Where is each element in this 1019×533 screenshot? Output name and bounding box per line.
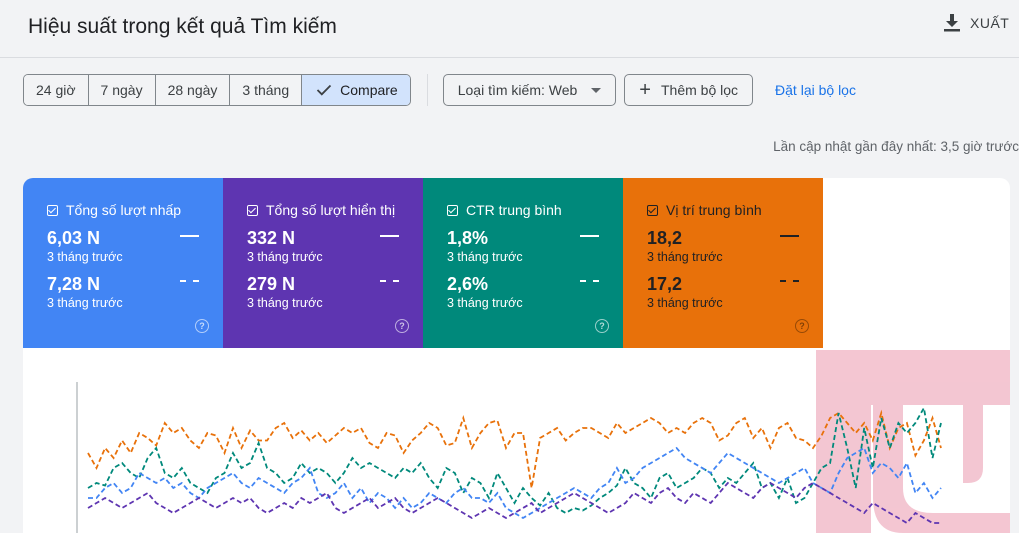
help-icon[interactable]: ? [795, 319, 809, 333]
help-icon[interactable]: ? [595, 319, 609, 333]
checkbox-icon[interactable] [47, 204, 58, 216]
metric-tiles: Tổng số lượt nhấp 6,03 N 3 tháng trước 7… [23, 178, 823, 348]
checkmark-icon [317, 84, 332, 96]
checkbox-icon[interactable] [447, 204, 458, 216]
search-type-label: Loại tìm kiếm: Web [457, 82, 578, 98]
metric-title-label: Tổng số lượt nhấp [66, 202, 182, 218]
compare-button[interactable]: Compare [302, 75, 410, 105]
metric-period: 3 tháng trước [447, 250, 523, 264]
metric-value: 18,2 [647, 228, 683, 248]
metric-tile-impressions[interactable]: Tổng số lượt hiển thị 332 N 3 tháng trướ… [223, 178, 423, 348]
reset-filters-link[interactable]: Đặt lại bộ lọc [775, 82, 856, 98]
add-filter-label: Thêm bộ lọc [660, 82, 739, 98]
metric-title-position: Vị trí trung bình [647, 202, 762, 218]
dashed-line-legend-icon [180, 280, 199, 282]
download-icon [944, 14, 960, 32]
help-icon[interactable]: ? [395, 319, 409, 333]
metric-value: 332 N [247, 228, 296, 248]
header: Hiệu suất trong kết quả Tìm kiếm XUẤT [0, 0, 1019, 58]
plus-icon: + [639, 79, 651, 101]
metric-title-label: Tổng số lượt hiển thị [266, 202, 396, 218]
metric-period: 3 tháng trước [47, 250, 123, 264]
metric-tile-position[interactable]: Vị trí trung bình 18,2 3 tháng trước 17,… [623, 178, 823, 348]
dashed-line-legend-icon [780, 280, 799, 282]
range-7d-button[interactable]: 7 ngày [88, 75, 156, 105]
checkbox-icon[interactable] [647, 204, 658, 216]
metric-value: 1,8% [447, 228, 489, 248]
dashed-line-legend-icon [380, 280, 399, 282]
last-updated-text: Lần cập nhật gần đây nhất: 3,5 giờ trước [773, 139, 1019, 154]
export-label: XUẤT [970, 15, 1010, 31]
metric-tile-clicks[interactable]: Tổng số lượt nhấp 6,03 N 3 tháng trước 7… [23, 178, 223, 348]
metric-title-impressions: Tổng số lượt hiển thị [247, 202, 395, 218]
dropdown-caret-icon [591, 87, 602, 93]
metric-title-ctr: CTR trung bình [447, 202, 562, 218]
checkbox-icon[interactable] [247, 204, 258, 216]
metric-compare-value: 7,28 N [47, 274, 101, 294]
range-28d-button[interactable]: 28 ngày [155, 75, 231, 105]
metric-title-clicks: Tổng số lượt nhấp [47, 202, 181, 218]
metric-title-label: Vị trí trung bình [666, 202, 762, 218]
range-24h-button[interactable]: 24 giờ [24, 75, 89, 105]
solid-line-legend-icon [780, 235, 799, 237]
add-filter-button[interactable]: + Thêm bộ lọc [624, 74, 754, 106]
series-line-3 [87, 481, 941, 525]
solid-line-legend-icon [380, 235, 399, 237]
series-line-1 [87, 405, 942, 515]
metric-compare-period: 3 tháng trước [247, 296, 323, 310]
search-type-dropdown[interactable]: Loại tìm kiếm: Web [442, 74, 617, 106]
metric-period: 3 tháng trước [647, 250, 723, 264]
metric-compare-period: 3 tháng trước [447, 296, 523, 310]
page-title: Hiệu suất trong kết quả Tìm kiếm [28, 15, 337, 38]
solid-line-legend-icon [180, 235, 199, 237]
performance-chart [76, 350, 1010, 533]
metric-compare-value: 17,2 [647, 274, 683, 294]
toolbar: 24 giờ 7 ngày 28 ngày 3 tháng Compare Lo… [23, 74, 856, 106]
metric-compare-period: 3 tháng trước [47, 296, 123, 310]
metric-compare-value: 2,6% [447, 274, 489, 294]
compare-label: Compare [340, 82, 398, 98]
chart-series [87, 405, 942, 525]
metric-title-label: CTR trung bình [466, 202, 562, 218]
series-line-2 [88, 446, 942, 520]
solid-line-legend-icon [580, 235, 599, 237]
metric-value: 6,03 N [47, 228, 101, 248]
help-icon[interactable]: ? [195, 319, 209, 333]
metric-tile-ctr[interactable]: CTR trung bình 1,8% 3 tháng trước 2,6% 3… [423, 178, 623, 348]
date-range-segmented-control: 24 giờ 7 ngày 28 ngày 3 tháng Compare [23, 74, 411, 106]
dashed-line-legend-icon [580, 280, 599, 282]
performance-card: Tổng số lượt nhấp 6,03 N 3 tháng trước 7… [23, 178, 1010, 533]
export-button[interactable]: XUẤT [944, 14, 1009, 32]
range-3m-button[interactable]: 3 tháng [230, 75, 303, 105]
metric-compare-period: 3 tháng trước [647, 296, 723, 310]
metric-compare-value: 279 N [247, 274, 296, 294]
toolbar-divider [426, 74, 428, 106]
series-line-0 [87, 409, 942, 489]
metric-period: 3 tháng trước [247, 250, 323, 264]
